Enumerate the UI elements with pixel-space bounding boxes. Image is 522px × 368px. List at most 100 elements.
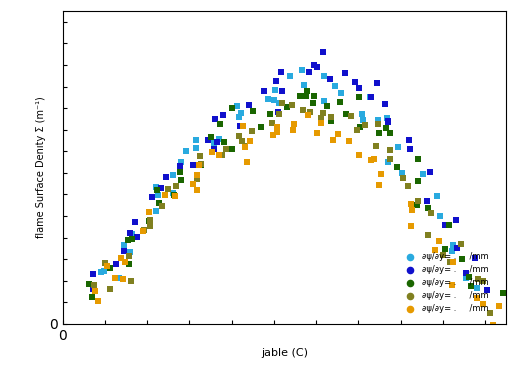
- Point: [272, 124, 281, 130]
- Point: [441, 246, 449, 252]
- Point: [111, 275, 119, 281]
- Point: [424, 205, 433, 211]
- Point: [131, 219, 139, 225]
- Point: [445, 259, 454, 265]
- Point: [419, 171, 428, 177]
- Point: [128, 231, 137, 237]
- Point: [355, 94, 363, 100]
- Point: [330, 83, 339, 89]
- Point: [358, 111, 366, 117]
- Point: [453, 245, 461, 251]
- Point: [435, 238, 443, 244]
- Point: [382, 125, 390, 131]
- Point: [171, 193, 180, 199]
- Point: [85, 281, 93, 287]
- Point: [384, 159, 393, 165]
- Point: [121, 259, 129, 265]
- Point: [152, 187, 161, 192]
- Point: [366, 93, 374, 99]
- Point: [139, 227, 148, 233]
- Point: [274, 109, 282, 114]
- Point: [366, 94, 375, 100]
- Point: [304, 113, 312, 118]
- Point: [361, 123, 370, 128]
- Point: [328, 138, 337, 144]
- Point: [195, 162, 203, 167]
- Point: [196, 153, 205, 159]
- Point: [385, 156, 394, 162]
- Point: [489, 322, 497, 328]
- Point: [161, 192, 170, 198]
- Point: [215, 152, 223, 158]
- Point: [479, 301, 488, 307]
- Point: [188, 162, 197, 168]
- Point: [94, 298, 102, 304]
- Point: [155, 200, 163, 206]
- Point: [204, 137, 212, 143]
- Point: [192, 137, 200, 143]
- Point: [177, 177, 186, 183]
- Point: [216, 121, 224, 127]
- Point: [399, 175, 408, 181]
- Point: [354, 85, 363, 91]
- Point: [290, 121, 299, 127]
- Point: [448, 282, 456, 288]
- Point: [268, 120, 276, 126]
- Point: [381, 100, 389, 106]
- Point: [120, 242, 128, 248]
- Point: [246, 138, 254, 144]
- Point: [449, 259, 457, 265]
- Point: [479, 277, 488, 283]
- Point: [414, 156, 422, 162]
- Point: [384, 118, 392, 124]
- Point: [138, 228, 147, 234]
- Point: [105, 286, 114, 291]
- Point: [119, 276, 127, 282]
- Point: [465, 275, 473, 280]
- Point: [89, 272, 97, 277]
- Point: [370, 156, 378, 162]
- Point: [210, 140, 218, 146]
- Point: [452, 217, 460, 223]
- Point: [495, 303, 503, 309]
- Point: [337, 90, 345, 96]
- Point: [345, 138, 353, 144]
- Point: [241, 143, 250, 149]
- Point: [207, 134, 215, 140]
- Point: [236, 110, 245, 116]
- Point: [394, 144, 402, 150]
- Point: [270, 87, 279, 93]
- Point: [355, 152, 364, 158]
- Point: [193, 172, 201, 178]
- Point: [278, 88, 286, 94]
- Point: [126, 249, 135, 255]
- Point: [377, 171, 386, 177]
- Point: [405, 137, 413, 143]
- Point: [158, 203, 167, 209]
- Point: [426, 169, 434, 175]
- Point: [232, 103, 241, 109]
- Point: [467, 283, 476, 289]
- Point: [317, 116, 325, 121]
- Point: [317, 120, 325, 126]
- Point: [288, 103, 296, 109]
- Point: [215, 137, 223, 142]
- Point: [193, 188, 201, 194]
- Point: [264, 96, 272, 102]
- Point: [175, 163, 184, 169]
- Point: [473, 296, 481, 301]
- Point: [303, 88, 312, 94]
- Point: [441, 222, 449, 228]
- Point: [146, 217, 155, 223]
- Point: [278, 100, 287, 106]
- Y-axis label: flame Surface Denıty Σ (m⁻¹): flame Surface Denıty Σ (m⁻¹): [36, 96, 46, 238]
- Point: [228, 105, 236, 111]
- Point: [436, 213, 444, 219]
- Point: [239, 124, 247, 130]
- Point: [275, 100, 283, 106]
- Point: [305, 70, 313, 75]
- Point: [327, 118, 335, 124]
- Point: [499, 290, 507, 296]
- Point: [327, 114, 336, 120]
- Point: [112, 261, 120, 267]
